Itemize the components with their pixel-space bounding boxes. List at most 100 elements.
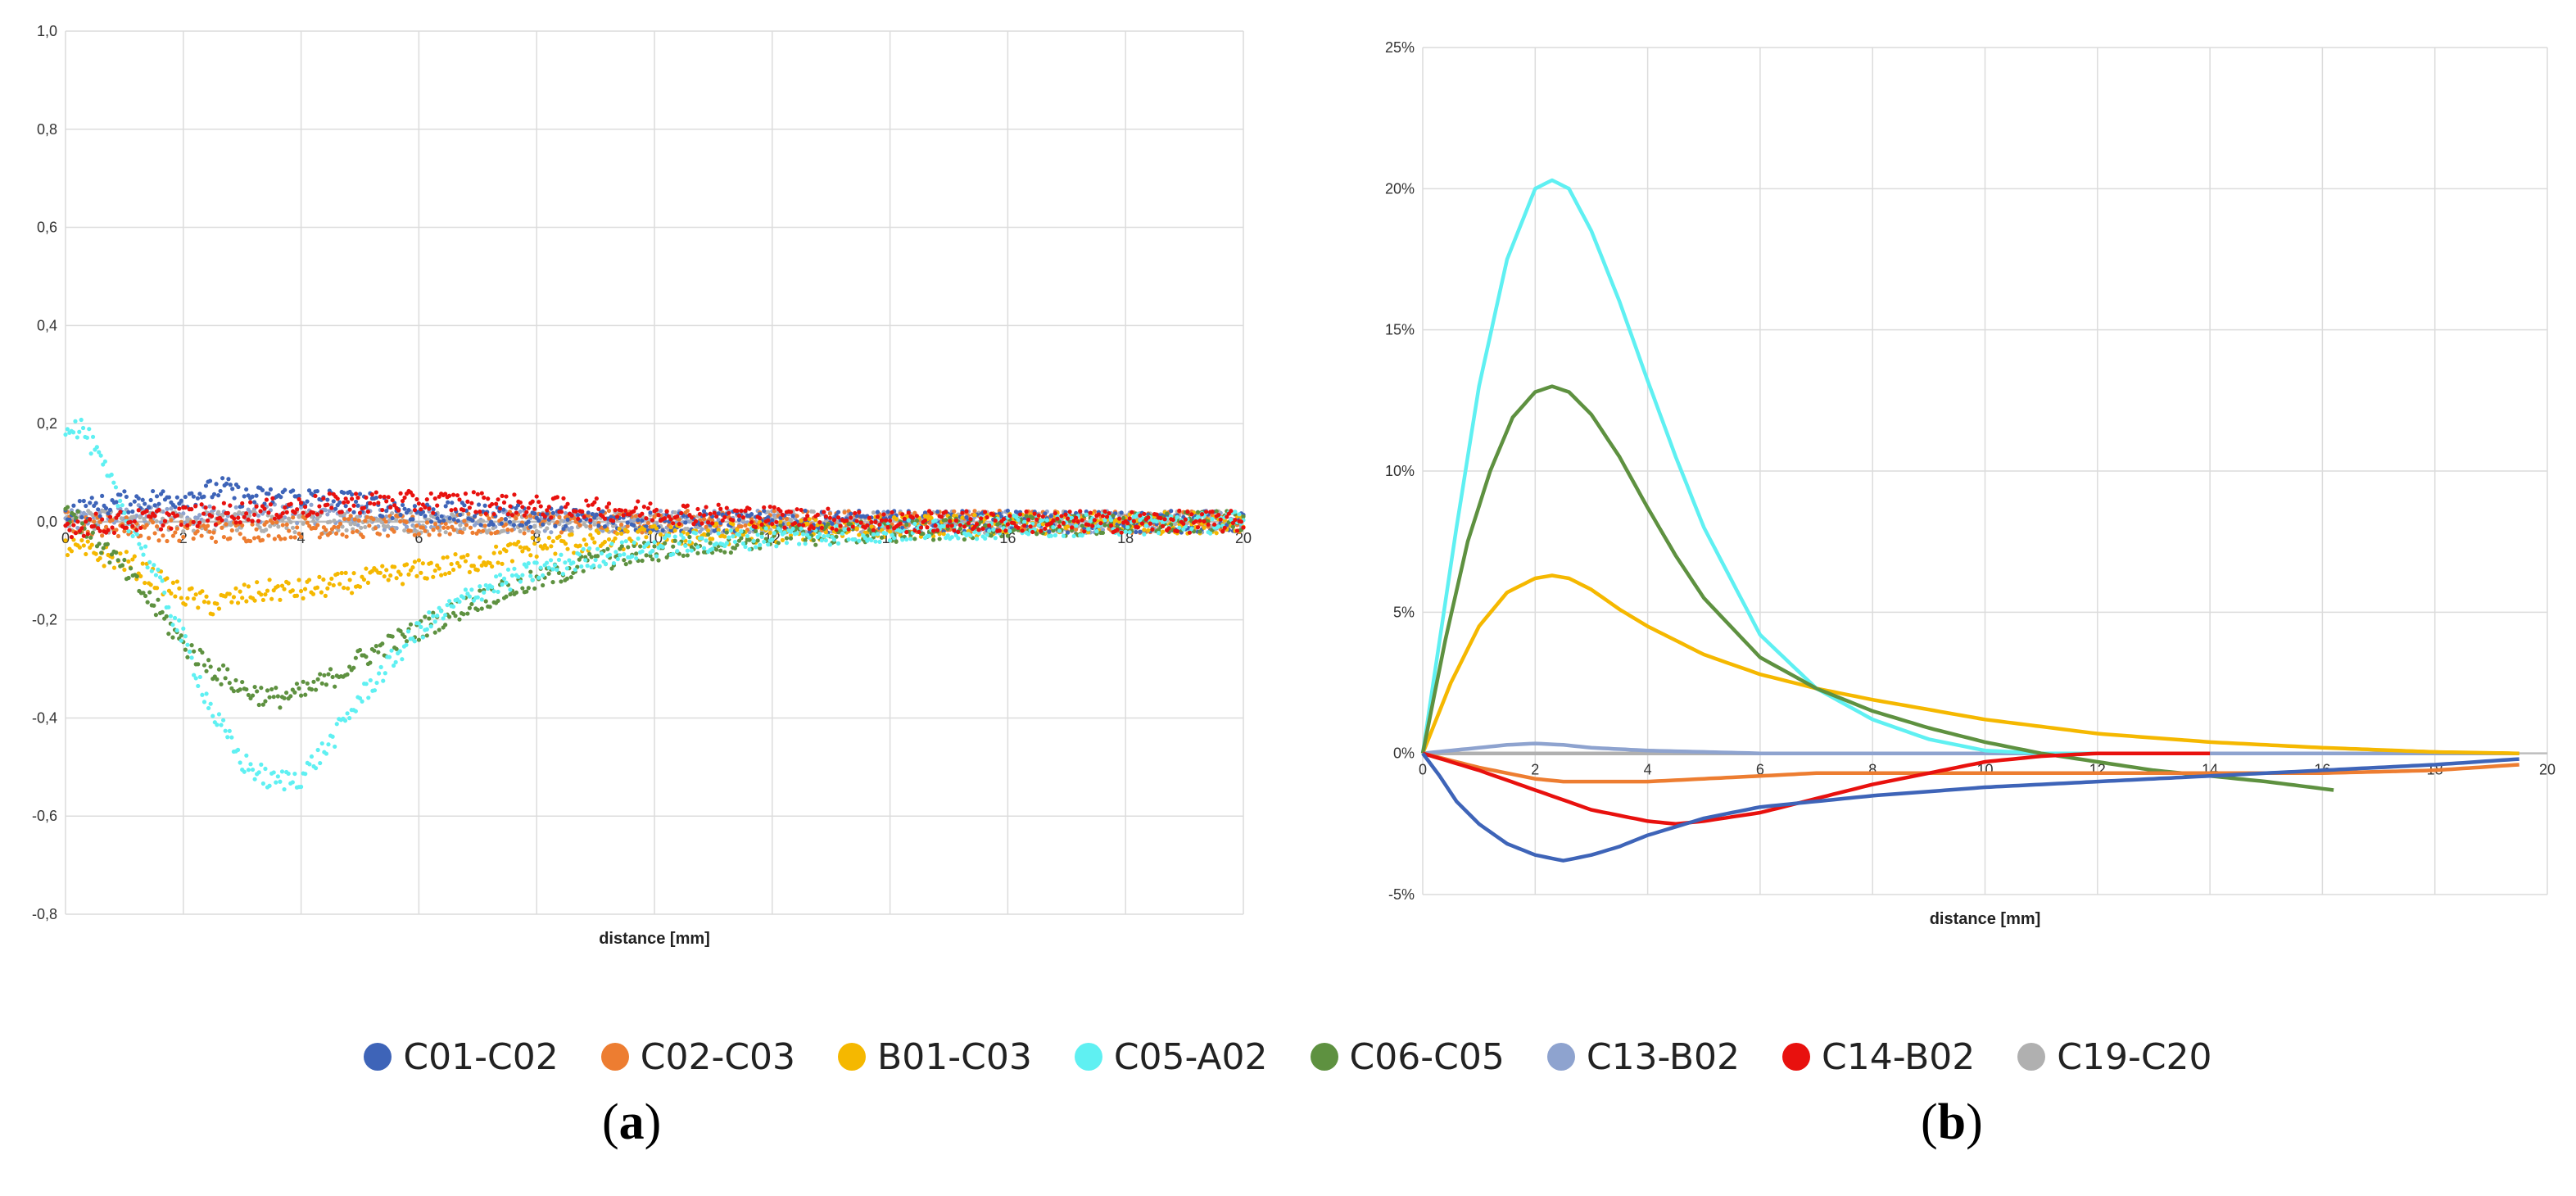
point-c05-a02 (591, 563, 596, 568)
point-c02-c03 (466, 511, 471, 516)
point-b01-c03 (282, 587, 287, 591)
point-c06-c05 (461, 612, 466, 617)
point-c01-c02 (536, 518, 541, 523)
point-c01-c02 (596, 523, 601, 528)
point-c06-c05 (233, 677, 238, 683)
legend-marker-c19-c20 (2017, 1043, 2046, 1071)
point-c05-a02 (1233, 510, 1238, 514)
point-c14-b02 (739, 508, 744, 514)
point-c14-b02 (1108, 523, 1114, 528)
point-c14-b02 (419, 507, 423, 512)
point-c02-c03 (476, 528, 482, 533)
point-c19-c20 (402, 528, 407, 533)
point-b01-c03 (435, 563, 440, 568)
point-c06-c05 (305, 681, 310, 686)
point-b01-c03 (327, 581, 332, 587)
point-b01-c03 (487, 560, 492, 566)
legend-marker-c05-a02 (1074, 1043, 1102, 1071)
point-c05-a02 (714, 541, 719, 546)
line-c13-b02 (1422, 741, 2519, 755)
point-c02-c03 (213, 539, 219, 545)
point-c14-b02 (536, 500, 541, 505)
point-c05-a02 (275, 774, 280, 779)
point-c06-c05 (1100, 530, 1106, 536)
point-c14-b02 (983, 510, 988, 514)
panel-label-a-letter: a (618, 1094, 645, 1150)
point-c01-c02 (1047, 529, 1052, 534)
point-c05-a02 (819, 538, 824, 543)
point-c13-b02 (323, 508, 328, 513)
point-c01-c02 (97, 514, 102, 519)
point-c14-b02 (486, 496, 491, 501)
point-c05-a02 (615, 556, 620, 562)
point-c05-a02 (587, 546, 592, 551)
point-c14-b02 (1024, 509, 1029, 514)
point-c05-a02 (538, 565, 543, 570)
point-c14-b02 (788, 510, 794, 514)
point-c02-c03 (333, 531, 339, 536)
point-c14-b02 (974, 522, 980, 527)
point-c14-b02 (1098, 521, 1103, 526)
point-c02-c03 (92, 519, 97, 524)
point-b01-c03 (382, 573, 387, 579)
y-tick-label-a: -0,6 (32, 808, 57, 824)
point-c06-c05 (930, 537, 936, 542)
point-c05-a02 (246, 768, 251, 772)
point-c01-c02 (507, 519, 513, 524)
point-c19-c20 (545, 526, 550, 531)
point-c19-c20 (462, 526, 467, 532)
point-c14-b02 (1146, 515, 1151, 520)
point-c14-b02 (402, 495, 407, 501)
point-c06-c05 (376, 650, 381, 655)
point-c01-c02 (428, 519, 434, 524)
point-c05-a02 (770, 537, 775, 542)
point-c19-c20 (268, 523, 273, 529)
point-c19-c20 (481, 519, 486, 523)
point-c05-a02 (101, 462, 106, 467)
point-c05-a02 (534, 560, 539, 565)
point-c14-b02 (610, 519, 616, 523)
point-c06-c05 (252, 684, 257, 690)
point-c06-c05 (465, 611, 470, 616)
point-c01-c02 (1138, 529, 1143, 534)
point-c05-a02 (215, 723, 220, 727)
point-c05-a02 (685, 548, 690, 553)
point-c14-b02 (494, 501, 499, 506)
point-c05-a02 (469, 587, 474, 592)
point-c06-c05 (520, 586, 525, 591)
point-c14-b02 (1080, 518, 1084, 523)
point-c14-b02 (427, 506, 432, 511)
point-c05-a02 (307, 762, 312, 767)
point-c01-c02 (499, 521, 504, 526)
point-c05-a02 (609, 541, 614, 546)
x-tick-label-b: 2 (1531, 762, 1539, 778)
point-c14-b02 (944, 510, 948, 514)
point-c14-b02 (1065, 516, 1071, 521)
point-b01-c03 (941, 532, 946, 537)
point-c06-c05 (644, 553, 649, 558)
point-c06-c05 (728, 550, 733, 555)
y-tick-label-a: 1,0 (37, 23, 57, 39)
point-c14-b02 (453, 507, 458, 512)
point-c05-a02 (445, 602, 450, 608)
point-b01-c03 (235, 600, 241, 605)
point-c02-c03 (165, 538, 170, 544)
point-c05-a02 (1021, 519, 1027, 524)
point-c06-c05 (559, 579, 564, 584)
point-c02-c03 (315, 523, 320, 528)
point-c05-a02 (383, 671, 387, 676)
point-c14-b02 (256, 519, 261, 523)
point-c06-c05 (705, 532, 711, 537)
point-b01-c03 (69, 549, 75, 554)
legend-item-c06-c05: C06-C05 (1310, 1036, 1505, 1078)
point-c19-c20 (154, 519, 159, 523)
point-c02-c03 (351, 530, 355, 535)
point-b01-c03 (269, 596, 274, 601)
point-c14-b02 (1230, 520, 1235, 525)
point-c06-c05 (1197, 529, 1202, 534)
point-c19-c20 (559, 518, 564, 523)
point-c14-b02 (161, 523, 165, 528)
point-c14-b02 (767, 505, 772, 510)
point-c06-c05 (640, 558, 645, 564)
point-c14-b02 (573, 509, 578, 514)
